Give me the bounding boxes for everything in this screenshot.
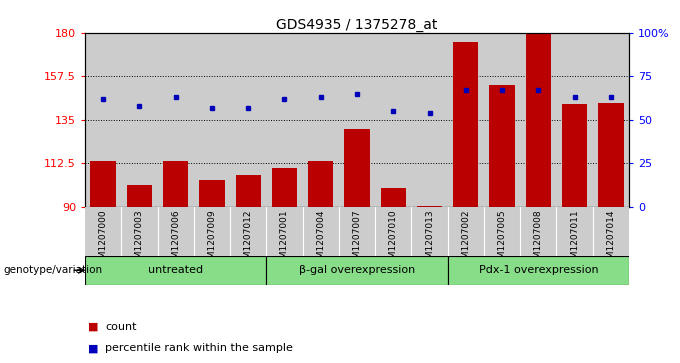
- Text: ■: ■: [88, 343, 99, 354]
- Bar: [235, 175, 261, 207]
- Bar: [526, 33, 551, 207]
- Bar: [593, 207, 629, 256]
- Bar: [121, 207, 158, 256]
- Bar: [381, 188, 406, 207]
- Bar: [85, 256, 267, 285]
- Bar: [85, 33, 121, 207]
- Bar: [447, 207, 484, 256]
- Bar: [375, 207, 411, 256]
- Bar: [447, 33, 484, 207]
- Bar: [230, 207, 267, 256]
- Text: GSM1207010: GSM1207010: [389, 209, 398, 270]
- Bar: [121, 33, 158, 207]
- Text: GSM1207005: GSM1207005: [498, 209, 507, 270]
- Bar: [520, 33, 556, 207]
- Text: GSM1207007: GSM1207007: [352, 209, 362, 270]
- Text: GSM1207008: GSM1207008: [534, 209, 543, 270]
- Bar: [85, 207, 121, 256]
- Bar: [411, 33, 447, 207]
- Bar: [520, 207, 556, 256]
- Bar: [199, 180, 224, 207]
- Bar: [593, 33, 629, 207]
- Text: β-gal overexpression: β-gal overexpression: [299, 265, 415, 276]
- Text: GSM1207006: GSM1207006: [171, 209, 180, 270]
- Bar: [339, 207, 375, 256]
- Text: GSM1207001: GSM1207001: [280, 209, 289, 270]
- Text: GSM1207000: GSM1207000: [99, 209, 107, 270]
- Bar: [158, 207, 194, 256]
- Bar: [267, 207, 303, 256]
- Bar: [562, 104, 588, 207]
- Text: GSM1207014: GSM1207014: [607, 209, 615, 270]
- Bar: [194, 33, 230, 207]
- Bar: [339, 33, 375, 207]
- Bar: [308, 162, 333, 207]
- Bar: [344, 130, 370, 207]
- Bar: [230, 33, 267, 207]
- Text: GSM1207009: GSM1207009: [207, 209, 216, 270]
- Bar: [303, 33, 339, 207]
- Text: GSM1207012: GSM1207012: [243, 209, 253, 270]
- Bar: [267, 33, 303, 207]
- Bar: [303, 207, 339, 256]
- Text: GSM1207002: GSM1207002: [461, 209, 471, 270]
- Text: untreated: untreated: [148, 265, 203, 276]
- Bar: [484, 207, 520, 256]
- Text: GSM1207004: GSM1207004: [316, 209, 325, 270]
- Bar: [417, 206, 442, 207]
- Text: GSM1207003: GSM1207003: [135, 209, 144, 270]
- Bar: [556, 33, 593, 207]
- Text: GSM1207011: GSM1207011: [570, 209, 579, 270]
- Bar: [163, 162, 188, 207]
- Text: Pdx-1 overexpression: Pdx-1 overexpression: [479, 265, 598, 276]
- Bar: [267, 256, 447, 285]
- Bar: [484, 33, 520, 207]
- Text: GSM1207013: GSM1207013: [425, 209, 434, 270]
- Bar: [447, 256, 629, 285]
- Bar: [194, 207, 230, 256]
- Bar: [375, 33, 411, 207]
- Bar: [490, 85, 515, 207]
- Text: percentile rank within the sample: percentile rank within the sample: [105, 343, 293, 354]
- Text: count: count: [105, 322, 137, 332]
- Title: GDS4935 / 1375278_at: GDS4935 / 1375278_at: [276, 18, 438, 32]
- Bar: [272, 168, 297, 207]
- Bar: [453, 42, 479, 207]
- Bar: [598, 103, 624, 207]
- Bar: [556, 207, 593, 256]
- Text: ■: ■: [88, 322, 99, 332]
- Text: genotype/variation: genotype/variation: [3, 265, 103, 276]
- Bar: [158, 33, 194, 207]
- Bar: [411, 207, 447, 256]
- Bar: [126, 185, 152, 207]
- Bar: [90, 162, 116, 207]
